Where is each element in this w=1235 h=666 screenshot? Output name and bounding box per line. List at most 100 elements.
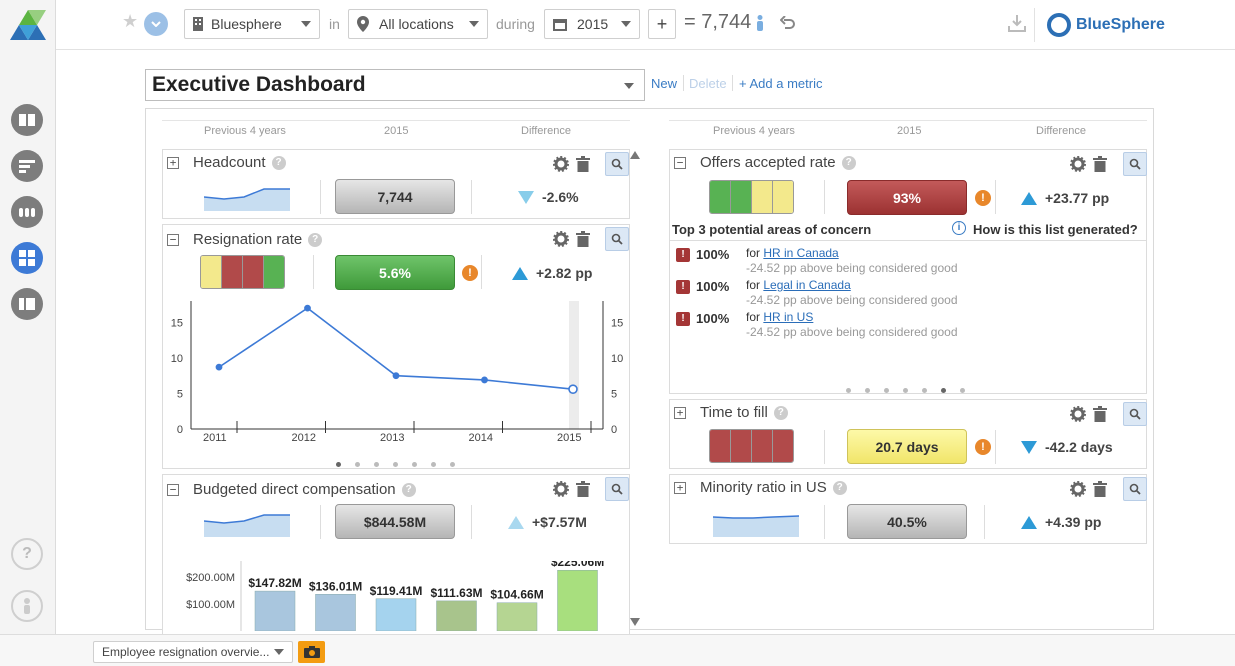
concern-percent: 100% (696, 279, 730, 294)
triangle-down-icon (518, 190, 534, 204)
settings-icon[interactable] (1070, 481, 1086, 497)
concern-list-item: ! 100% for HR in US -24.52 pp above bein… (676, 310, 1136, 342)
time-to-fill-value[interactable]: 20.7 days (847, 429, 967, 464)
drill-down-button[interactable] (1123, 152, 1147, 176)
person-icon (24, 598, 30, 614)
dashboard-nav-button[interactable] (11, 242, 43, 274)
concern-link[interactable]: HR in Canada (763, 246, 839, 260)
brand-logo: BlueSphere (1046, 12, 1165, 38)
delete-dashboard-link[interactable]: Delete (689, 76, 727, 91)
resignation-heatstrip (200, 255, 285, 289)
settings-icon[interactable] (553, 231, 569, 247)
expand-icon[interactable]: + (674, 481, 686, 494)
concern-link[interactable]: Legal in Canada (763, 278, 851, 292)
drill-down-button[interactable] (605, 227, 629, 251)
location-select[interactable]: All locations (348, 9, 488, 39)
help-button[interactable]: ? (11, 538, 43, 570)
offers-diff-value: +23.77 pp (1045, 190, 1110, 206)
settings-icon[interactable] (1070, 156, 1086, 172)
budget-value[interactable]: $844.58M (335, 504, 455, 539)
dashboard-select[interactable]: Executive Dashboard (145, 69, 645, 101)
y-tick-label-right: 0 (611, 424, 617, 436)
scroll-down-arrow[interactable] (630, 618, 640, 626)
undo-icon[interactable] (780, 16, 796, 32)
bar (557, 569, 598, 631)
bar-value-label: $136.01M (309, 579, 362, 593)
expand-icon[interactable]: + (167, 156, 179, 169)
budget-title: Budgeted direct compensation (193, 481, 396, 498)
trash-icon[interactable] (1093, 406, 1107, 422)
add-filter-button[interactable]: + (648, 9, 676, 39)
drill-down-button[interactable] (605, 477, 629, 501)
bar-value-label: $119.41M (370, 584, 423, 598)
people-nav-button[interactable] (11, 196, 43, 228)
magnifier-icon (611, 158, 623, 170)
help-icon[interactable]: ? (308, 232, 323, 247)
settings-icon[interactable] (553, 156, 569, 172)
concerns-pagination[interactable] (839, 381, 972, 396)
data-point (481, 376, 488, 384)
collapse-icon[interactable]: − (167, 233, 179, 246)
trash-icon[interactable] (576, 156, 590, 172)
reports-nav-button[interactable] (11, 150, 43, 182)
download-icon[interactable] (1008, 14, 1026, 32)
settings-icon[interactable] (553, 481, 569, 497)
grid-icon (19, 250, 35, 266)
offers-difference: +23.77 pp (1021, 190, 1109, 206)
concern-link[interactable]: HR in US (763, 310, 814, 324)
trash-icon[interactable] (1093, 156, 1107, 172)
trash-icon[interactable] (576, 481, 590, 497)
app-logo-icon[interactable] (10, 8, 46, 42)
library-nav-button[interactable] (11, 288, 43, 320)
view-select[interactable]: Employee resignation overvie... (93, 641, 293, 663)
col-header-previous: Previous 4 years (713, 125, 795, 137)
bar (375, 598, 417, 631)
favorite-star-icon[interactable]: ★ (122, 11, 139, 31)
add-metric-link[interactable]: + Add a metric (739, 76, 823, 91)
help-icon[interactable]: ? (832, 480, 847, 495)
left-nav-rail: ? (0, 0, 56, 666)
warning-icon: ! (462, 265, 478, 281)
drill-down-button[interactable] (1123, 402, 1147, 426)
help-icon[interactable]: ? (271, 155, 286, 170)
storyboard-nav-button[interactable] (11, 104, 43, 136)
concern-prefix: for (746, 278, 764, 292)
headcount-value[interactable]: 7,744 (335, 179, 455, 214)
year-select[interactable]: 2015 (544, 9, 640, 39)
settings-icon[interactable] (1070, 406, 1086, 422)
expand-icon[interactable]: + (674, 406, 686, 419)
collapse-icon[interactable]: − (167, 483, 179, 496)
minority-value[interactable]: 40.5% (847, 504, 967, 539)
new-dashboard-link[interactable]: New (651, 76, 678, 91)
help-icon[interactable]: ? (841, 155, 856, 170)
concern-prefix: for (746, 310, 764, 324)
dashboard-title: Executive Dashboard (152, 73, 366, 96)
concern-percent: 100% (696, 247, 730, 262)
concerns-help-link[interactable]: How is this list generated? (973, 222, 1138, 237)
concern-list-item: ! 100% for HR in Canada -24.52 pp above … (676, 246, 1136, 278)
offers-value[interactable]: 93% (847, 180, 967, 215)
drill-down-button[interactable] (1123, 477, 1147, 501)
chevron-down-icon[interactable] (144, 12, 168, 36)
headcount-total: = 7,744 (684, 11, 751, 34)
library-icon (19, 298, 35, 310)
people-icon (19, 208, 35, 217)
info-icon[interactable]: i (952, 221, 966, 235)
collapse-icon[interactable]: − (674, 156, 686, 169)
time-to-fill-title: Time to fill (700, 404, 768, 421)
help-icon[interactable]: ? (773, 405, 788, 420)
x-tick-label: 2012 (292, 432, 316, 444)
user-profile-button[interactable] (11, 590, 43, 622)
headcount-diff-value: -2.6% (542, 189, 579, 205)
trash-icon[interactable] (1093, 481, 1107, 497)
chart-pagination[interactable] (329, 455, 462, 470)
drill-down-button[interactable] (605, 152, 629, 176)
camera-button[interactable] (298, 641, 325, 663)
help-icon[interactable]: ? (401, 482, 416, 497)
scroll-up-arrow[interactable] (630, 151, 640, 159)
trash-icon[interactable] (576, 231, 590, 247)
brand-name: BlueSphere (1076, 16, 1165, 33)
data-point (568, 384, 578, 394)
org-select[interactable]: Bluesphere (184, 9, 320, 39)
resignation-value[interactable]: 5.6% (335, 255, 455, 290)
